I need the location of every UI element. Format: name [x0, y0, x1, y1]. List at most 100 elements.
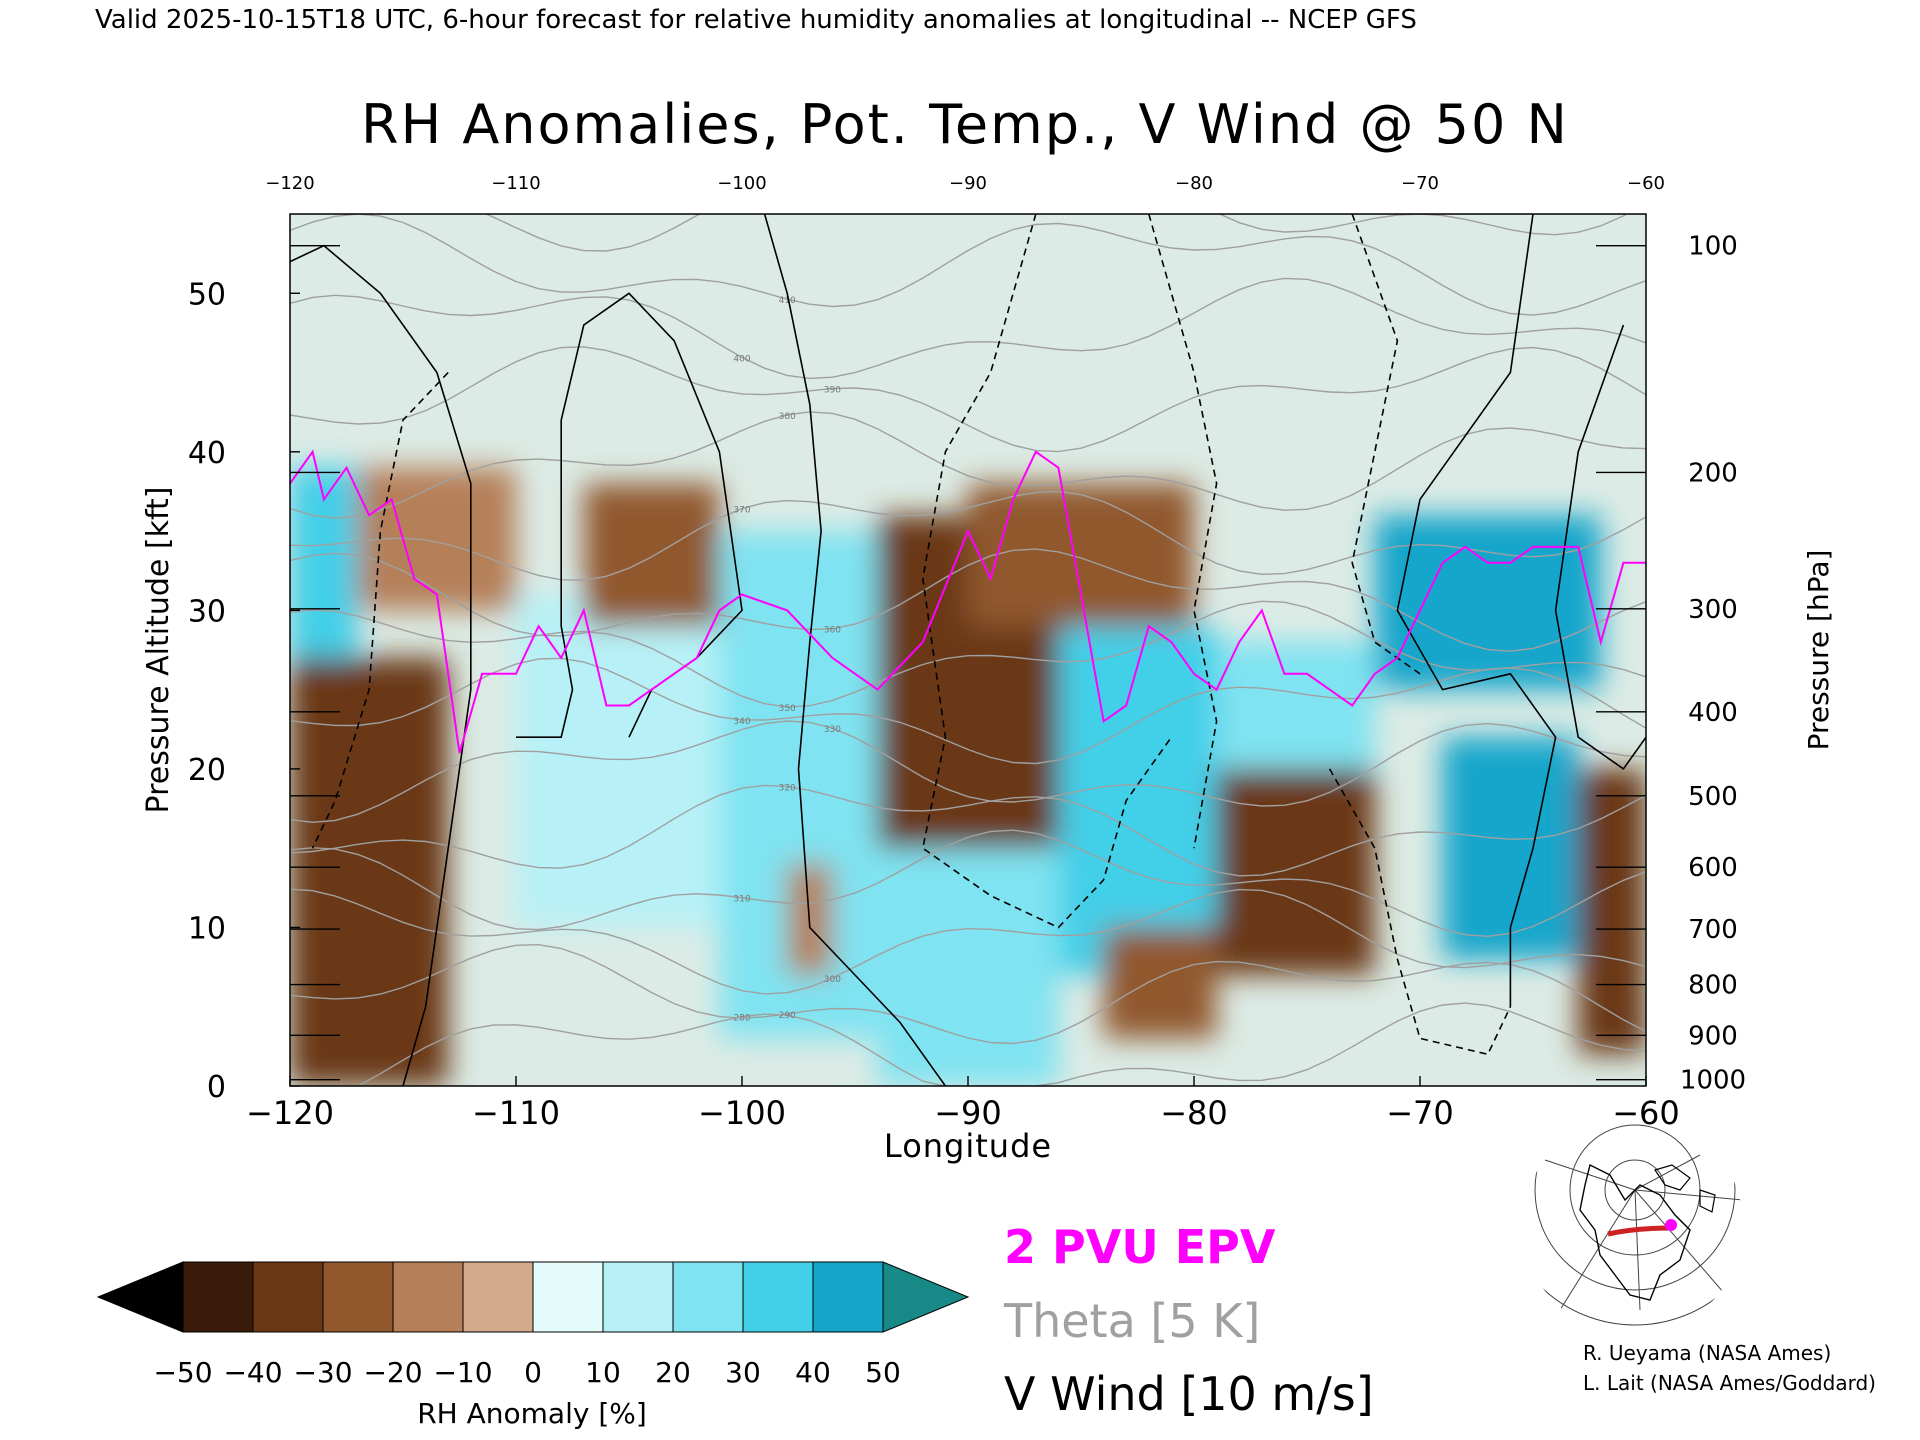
colorbar-over-arrow: [882, 1261, 970, 1333]
colorbar-bin: [392, 1261, 464, 1333]
plot-area: 280 2903003103203303403503603703803904004…: [289, 178, 1647, 1087]
colorbar-tick-label: −10: [433, 1356, 492, 1389]
theta-contour-line: [290, 411, 1646, 519]
pressure-tick-label: 300: [1688, 595, 1738, 625]
y-tick-label: 50: [188, 277, 226, 312]
theta-contour-label: 320: [779, 783, 796, 793]
x-tick-label: −100: [698, 1094, 786, 1132]
legend-theta: Theta [5 K]: [1003, 1294, 1260, 1348]
colorbar-bin: [602, 1261, 674, 1333]
pressure-tick-label: 1000: [1680, 1066, 1746, 1096]
pressure-tick-label: 100: [1688, 232, 1738, 262]
rh-anomaly-cell: [968, 483, 1194, 627]
colorbar-tick-label: −40: [223, 1356, 282, 1389]
top-tick-label: −110: [491, 173, 540, 194]
credit-line-1: R. Ueyama (NASA Ames): [1583, 1341, 1831, 1365]
v-wind-negative-contour: [1351, 214, 1421, 675]
rh-anomaly-cell: [1442, 737, 1579, 960]
theta-contour-label: 380: [779, 412, 796, 422]
credit-line-2: L. Lait (NASA Ames/Goddard): [1583, 1371, 1876, 1395]
rh-anomaly-cell: [1216, 642, 1375, 769]
colorbar-tick-label: −50: [153, 1356, 212, 1389]
colorbar-tick-label: 0: [524, 1356, 542, 1389]
location-map-inset: [1523, 1115, 1743, 1326]
v-wind-positive-contour: [1396, 214, 1557, 1007]
v-wind-positive-contour: [763, 214, 947, 1086]
theta-contour-label: 310: [733, 895, 750, 905]
v-wind-negative-contour: [311, 371, 449, 849]
colorbar-tick-label: 50: [865, 1356, 901, 1389]
x-tick-label: −120: [246, 1094, 334, 1132]
colorbar-tick-label: 20: [655, 1356, 691, 1389]
theta-contour-label: 290: [779, 1011, 796, 1021]
cross-section-marker: [1665, 1219, 1677, 1231]
x-tick-label: −80: [1160, 1094, 1228, 1132]
theta-contour-label: 300: [824, 975, 841, 985]
colorbar-bin: [672, 1261, 744, 1333]
theta-contour-line: [290, 600, 1646, 708]
colorbar-bin: [182, 1261, 254, 1333]
y-tick-label: 30: [188, 594, 226, 629]
pressure-tick-label: 900: [1688, 1021, 1738, 1051]
pressure-tick-label: 700: [1688, 915, 1738, 945]
colorbar-tick-label: −30: [293, 1356, 352, 1389]
colorbar-under-arrow: [96, 1261, 184, 1333]
chart-title: RH Anomalies, Pot. Temp., V Wind @ 50 N: [361, 93, 1569, 156]
rh-anomaly-cell: [1216, 768, 1375, 976]
x-tick-label: −90: [934, 1094, 1002, 1132]
v-wind-negative-contour: [1148, 214, 1218, 849]
y-tick-label: 10: [188, 911, 226, 946]
colorbar-tick-label: 40: [795, 1356, 831, 1389]
rh-anomaly-cell: [877, 848, 1059, 1086]
theta-contour-label: 330: [824, 725, 841, 735]
pressure-tick-label: 600: [1688, 853, 1738, 883]
theta-contour-label: 360: [824, 626, 841, 636]
rh-anomaly-cell: [1103, 927, 1217, 1039]
pressure-tick-label: 400: [1688, 698, 1738, 728]
rh-anomaly-cell: [516, 594, 720, 928]
colorbar-tick-label: 10: [585, 1356, 621, 1389]
y-axis-kft: 0 10 20 30 40 50: [188, 277, 300, 1105]
map-coastline: [1579, 1163, 1691, 1301]
theta-contour-line: [290, 548, 1646, 652]
legend-epv: 2 PVU EPV: [1004, 1220, 1276, 1274]
v-wind-positive-contour: [290, 244, 472, 1086]
theta-contour-line: [290, 346, 1646, 453]
x-tick-label: −70: [1386, 1094, 1454, 1132]
cross-section-line: [1607, 1225, 1673, 1237]
epv-2pvu-contour: [290, 449, 1646, 754]
v-wind-positive-contour: [1554, 324, 1646, 771]
theta-contour-label: 340: [733, 717, 750, 727]
theta-contour-line: [290, 657, 1646, 765]
theta-contour-label: 390: [824, 386, 841, 396]
v-wind-negative-contour: [1328, 768, 1512, 1056]
top-tick-label: −80: [1175, 173, 1213, 194]
y-tick-label: 0: [207, 1070, 226, 1105]
epv-2pvu-line: [290, 449, 1646, 754]
y-tick-label: 40: [188, 436, 226, 471]
top-tick-label: −100: [717, 173, 766, 194]
colorbar-bin: [742, 1261, 814, 1333]
x-tick-label: −110: [472, 1094, 560, 1132]
top-tick-label: −120: [265, 173, 314, 194]
top-tick-label: −90: [949, 173, 987, 194]
colorbar-bin: [532, 1261, 604, 1333]
colorbar-label: RH Anomaly [%]: [417, 1397, 647, 1430]
theta-contour-label: 400: [733, 354, 750, 364]
y-axis-label: Pressure Altitude [kft]: [141, 487, 176, 814]
top-tick-label: −70: [1401, 173, 1439, 194]
theta-contour-line: [290, 943, 1646, 1045]
rh-anomaly-field: [290, 467, 1646, 1086]
colorbar-tick-label: 30: [725, 1356, 761, 1389]
pressure-tick-label: 200: [1688, 458, 1738, 488]
theta-contour-label: 350: [779, 704, 796, 714]
theta-contour-line: [290, 829, 1646, 938]
rh-anomaly-cell: [1058, 626, 1217, 976]
theta-contour-label: 410: [779, 296, 796, 306]
pressure-tick-label: 800: [1688, 971, 1738, 1001]
theta-contour-label: 420: [824, 178, 841, 188]
theta-contour-label: 370: [733, 506, 750, 516]
rh-anomaly-cell: [583, 483, 720, 627]
y2-axis-label: Pressure [hPa]: [1802, 550, 1835, 751]
